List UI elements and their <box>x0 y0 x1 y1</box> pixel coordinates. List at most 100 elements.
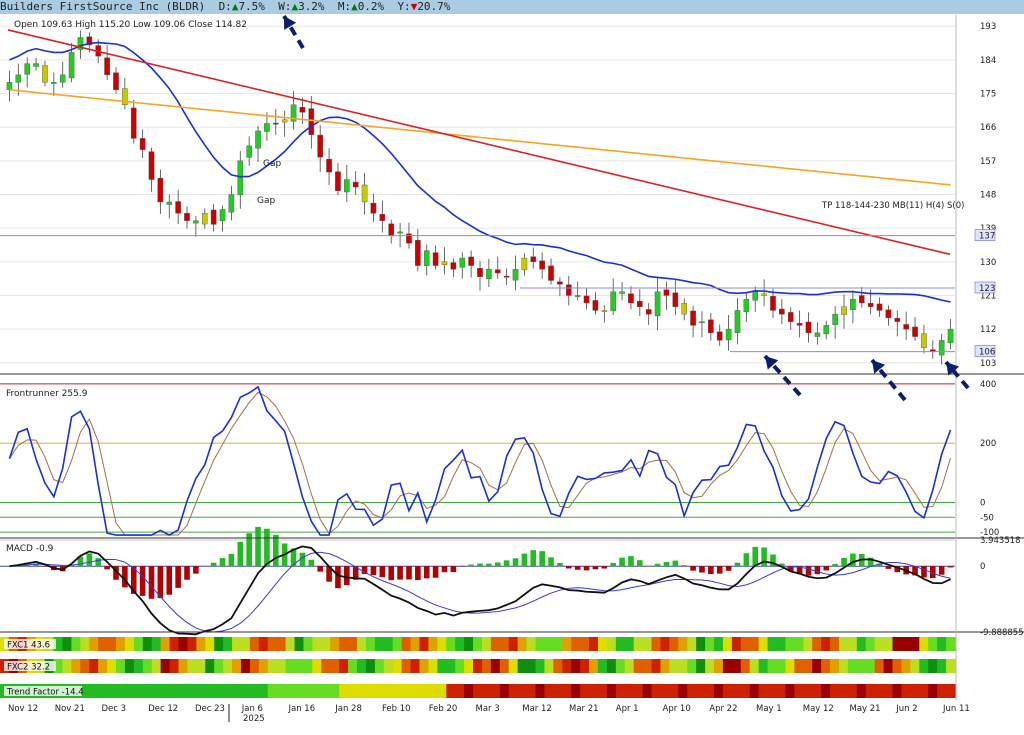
candle-body <box>796 323 803 326</box>
macd-line <box>9 545 951 636</box>
heatmap-cell <box>151 659 162 673</box>
heatmap-cell <box>508 659 519 673</box>
heatmap-cell <box>669 659 679 673</box>
heatmap-cell <box>803 684 813 698</box>
heatmap-cell <box>892 684 902 698</box>
heatmap-cell <box>847 637 858 651</box>
macd-histogram-bar <box>770 554 776 567</box>
heatmap-cell <box>214 659 224 673</box>
osc-tick-label: -100 <box>980 528 999 538</box>
candle-body <box>903 324 909 330</box>
heatmap-cell <box>553 637 563 651</box>
candle-body <box>317 134 323 158</box>
heatmap-cell <box>455 659 465 673</box>
macd-histogram-bar <box>521 553 528 567</box>
heatmap-cell <box>731 684 742 698</box>
macd-histogram-bar <box>255 526 261 567</box>
candle-body <box>361 184 368 203</box>
heatmap-cell <box>580 684 590 698</box>
heatmap-cell <box>339 684 349 698</box>
candle-body <box>423 250 430 266</box>
heatmap-cell <box>98 637 108 651</box>
candle-body <box>601 310 608 312</box>
heatmap-cell <box>535 684 545 698</box>
candle-body <box>610 291 616 312</box>
heatmap-cell <box>722 637 733 651</box>
heatmap-cell <box>928 659 938 673</box>
candle-body <box>370 202 377 214</box>
heatmap-cell <box>740 637 751 651</box>
candle-body <box>574 295 581 297</box>
macd-histogram-bar <box>779 563 785 567</box>
candle-body <box>512 269 519 281</box>
candle-body <box>752 291 759 301</box>
macd-histogram-bar <box>637 560 643 567</box>
price-tick-label: 130 <box>980 258 996 268</box>
heatmap-cell <box>205 659 215 673</box>
heatmap-cell <box>615 684 626 698</box>
heatmap-cell <box>651 637 661 651</box>
macd-histogram-bar <box>681 565 688 567</box>
heatmap-cell <box>473 637 483 651</box>
candle-body <box>335 171 341 191</box>
candle-body <box>708 319 714 334</box>
heatmap-cell <box>473 659 483 673</box>
heatmap-cell <box>919 684 929 698</box>
candle-body <box>672 292 679 307</box>
macd-histogram-bar <box>397 566 403 580</box>
price-tick-label: 139 <box>980 224 996 234</box>
osc-tick-label: -50 <box>980 513 994 523</box>
candle-body <box>193 220 199 224</box>
dashed-arrow <box>870 358 907 402</box>
arrow-shaft <box>944 360 970 390</box>
heatmap-cell <box>785 659 795 673</box>
candle-body <box>947 328 954 344</box>
heatmap-cell <box>392 684 403 698</box>
heatmap-cell <box>821 637 831 651</box>
heatmap-cell <box>660 684 670 698</box>
heatmap-cell <box>794 659 804 673</box>
heatmap-cell <box>71 637 81 651</box>
heatmap-cell <box>687 684 697 698</box>
tp-annotation: TP 118-144-230 MB(11) H(4) S(0) <box>821 201 964 211</box>
perf-y: Y:▼20.7% <box>397 0 451 13</box>
heatmap-cell <box>107 659 117 673</box>
heatmap-cell <box>919 637 929 651</box>
heatmap-cell <box>419 684 429 698</box>
candle-body <box>6 82 13 90</box>
heatmap-cell <box>499 637 510 651</box>
strip-label: FXC1 43.6 <box>7 641 50 651</box>
candle-body <box>654 291 661 317</box>
candle-body <box>761 293 767 296</box>
macd-histogram-bar <box>867 557 874 567</box>
price-tick-label: 175 <box>980 90 996 100</box>
heatmap-cell <box>169 684 180 698</box>
macd-histogram-bar <box>157 566 164 599</box>
heatmap-cell <box>258 684 269 698</box>
heatmap-cell <box>731 637 742 651</box>
candle-body <box>441 261 448 265</box>
heatmap-cell <box>856 659 867 673</box>
heatmap-cell <box>910 684 920 698</box>
macd-histogram-bar <box>832 564 838 567</box>
macd-histogram-bar <box>272 534 279 567</box>
candle-body <box>699 321 705 324</box>
candle-body <box>157 178 164 203</box>
heatmap-cell <box>455 637 465 651</box>
heatmap-cell <box>678 637 688 651</box>
heatmap-cell <box>464 659 474 673</box>
strip-label-bg <box>4 639 56 649</box>
macd-histogram-bar <box>734 562 741 567</box>
heatmap-cell <box>856 637 867 651</box>
heatmap-cell <box>785 637 795 651</box>
heatmap-cell <box>553 659 563 673</box>
date-tick-label: Jan 6 <box>241 704 263 714</box>
heatmap-cell <box>321 684 331 698</box>
heatmap-cell <box>348 684 358 698</box>
heatmap-cell <box>892 659 902 673</box>
macd-histogram-bar <box>193 566 199 574</box>
heatmap-cell <box>481 659 492 673</box>
heatmap-cell <box>705 637 715 651</box>
candle-body <box>344 179 350 193</box>
